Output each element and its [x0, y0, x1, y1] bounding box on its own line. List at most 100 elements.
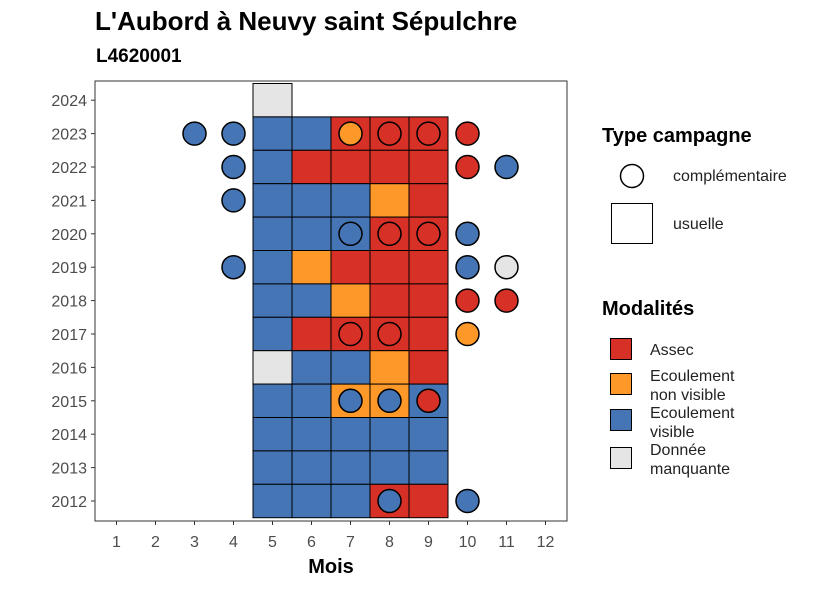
- point-2018-10-assec: [455, 288, 480, 313]
- y-tick-label: 2019: [51, 260, 87, 277]
- cell-2022-5-ecoulement-visible: [252, 149, 293, 185]
- cell-2019-9-assec: [408, 250, 449, 285]
- x-tick-label: 10: [459, 534, 477, 551]
- point-2023-7-ecoulement-non-visible: [338, 121, 363, 146]
- y-tick-label: 2016: [51, 360, 87, 377]
- cell-2013-9-ecoulement-visible: [408, 450, 449, 485]
- cell-2020-6-ecoulement-visible: [291, 216, 332, 252]
- x-tick-label: 5: [268, 534, 277, 551]
- point-2020-7-ecoulement-visible: [338, 221, 363, 247]
- cell-2019-6-ecoulement-non-visible: [291, 250, 332, 285]
- legend-label-assec: Assec: [650, 341, 694, 360]
- chart-title: L'Aubord à Neuvy saint Sépulchre: [95, 6, 518, 36]
- point-2023-8-assec: [377, 121, 402, 146]
- cell-2014-5-ecoulement-visible: [252, 417, 293, 452]
- chart-subtitle: L4620001: [96, 46, 182, 67]
- cell-2014-9-ecoulement-visible: [408, 417, 449, 452]
- point-2019-4-ecoulement-visible: [221, 254, 246, 280]
- y-tick-label: 2022: [51, 160, 87, 177]
- x-tick-label: 6: [307, 534, 316, 551]
- y-tick-label: 2012: [51, 494, 87, 511]
- cell-2015-5-ecoulement-visible: [252, 383, 293, 419]
- cell-2016-9-assec: [408, 350, 449, 385]
- x-tick-label: 9: [424, 534, 433, 551]
- legend-key-ecoulement-visible: [610, 409, 632, 431]
- point-2023-9-assec: [416, 121, 441, 146]
- x-axis-label: Mois: [308, 556, 354, 578]
- cell-2021-9-assec: [408, 183, 449, 218]
- legend-label-line: Donnée: [650, 442, 707, 459]
- point-2019-10-ecoulement-visible: [455, 254, 480, 280]
- cell-2022-9-assec: [408, 149, 449, 185]
- point-2020-8-assec: [377, 221, 402, 247]
- cell-2018-6-ecoulement-visible: [291, 283, 332, 318]
- x-tick-label: 8: [385, 534, 394, 551]
- cell-2018-9-assec: [408, 283, 449, 318]
- cell-2012-5-ecoulement-visible: [252, 483, 293, 519]
- cell-2024-5-donnee-manquante: [252, 83, 293, 118]
- legend-label-donnee-manquante: Donnée manquante: [650, 441, 730, 479]
- x-tick-label: 4: [229, 534, 238, 551]
- cell-2017-9-assec: [408, 316, 449, 352]
- cell-2015-6-ecoulement-visible: [291, 383, 332, 419]
- cell-2021-7-ecoulement-visible: [330, 183, 371, 218]
- y-tick-label: 2024: [51, 93, 87, 110]
- x-tick-label: 12: [537, 534, 555, 551]
- cell-2021-5-ecoulement-visible: [252, 183, 293, 218]
- point-2020-9-assec: [416, 221, 441, 247]
- point-2021-4-ecoulement-visible: [221, 188, 246, 213]
- cell-2017-5-ecoulement-visible: [252, 316, 293, 352]
- cell-2018-7-ecoulement-non-visible: [330, 283, 371, 318]
- cell-2023-5-ecoulement-visible: [252, 116, 293, 151]
- cell-2013-8-ecoulement-visible: [369, 450, 410, 485]
- cell-2019-7-assec: [330, 250, 371, 285]
- legend-label-line: Ecoulement: [650, 368, 735, 385]
- cell-2022-8-assec: [369, 149, 410, 185]
- point-2022-11-ecoulement-visible: [494, 154, 519, 180]
- legend-circle-key: [619, 163, 645, 189]
- cell-2020-5-ecoulement-visible: [252, 216, 293, 252]
- point-2015-8-ecoulement-visible: [377, 388, 402, 414]
- point-2017-7-assec: [338, 321, 363, 347]
- cell-2014-8-ecoulement-visible: [369, 417, 410, 452]
- legend-label-line: Assec: [650, 342, 694, 359]
- point-2017-10-ecoulement-non-visible: [455, 321, 480, 347]
- x-tick-label: 3: [190, 534, 199, 551]
- cell-2012-7-ecoulement-visible: [330, 483, 371, 519]
- legend-square-key: [611, 203, 653, 244]
- cell-2022-6-assec: [291, 149, 332, 185]
- y-tick-label: 2021: [51, 193, 87, 210]
- point-2020-10-ecoulement-visible: [455, 221, 480, 247]
- legend-label-line: non visible: [650, 387, 726, 404]
- legend-key-ecoulement-non-visible: [610, 373, 632, 395]
- point-2018-11-assec: [494, 288, 519, 313]
- y-tick-label: 2018: [51, 294, 87, 311]
- legend-modalites-title: Modalités: [602, 298, 695, 320]
- legend-label-line: manquante: [650, 461, 731, 478]
- point-2023-4-ecoulement-visible: [221, 121, 246, 146]
- y-tick-label: 2013: [51, 461, 87, 478]
- cell-2022-7-assec: [330, 149, 371, 185]
- legend-type-title: Type campagne: [602, 125, 752, 147]
- point-2012-10-ecoulement-visible: [455, 488, 480, 514]
- cell-2013-5-ecoulement-visible: [252, 450, 293, 485]
- legend-label-line: visible: [650, 424, 695, 441]
- y-tick-label: 2017: [51, 327, 87, 344]
- legend-key-donnee-manquante: [610, 447, 632, 469]
- cell-2019-5-ecoulement-visible: [252, 250, 293, 285]
- point-2017-8-assec: [377, 321, 402, 347]
- legend-label-ecoulement-non-visible: Ecoulement non visible: [650, 367, 735, 405]
- cell-2016-7-ecoulement-visible: [330, 350, 371, 385]
- cell-2021-8-ecoulement-non-visible: [369, 183, 410, 218]
- legend-type-complementaire: complémentaire: [673, 168, 787, 185]
- cell-2019-8-assec: [369, 250, 410, 285]
- x-tick-label: 2: [151, 534, 160, 551]
- x-axis: 1 2 3 4 5 6 7 8 9 10 11 12: [112, 521, 555, 551]
- point-2022-10-assec: [455, 154, 480, 180]
- cell-2023-6-ecoulement-visible: [291, 116, 332, 151]
- point-2019-11-donnee-manquante: [494, 254, 519, 280]
- y-tick-label: 2015: [51, 394, 87, 411]
- y-tick-label: 2020: [51, 227, 87, 244]
- legend-label-line: Ecoulement: [650, 405, 735, 422]
